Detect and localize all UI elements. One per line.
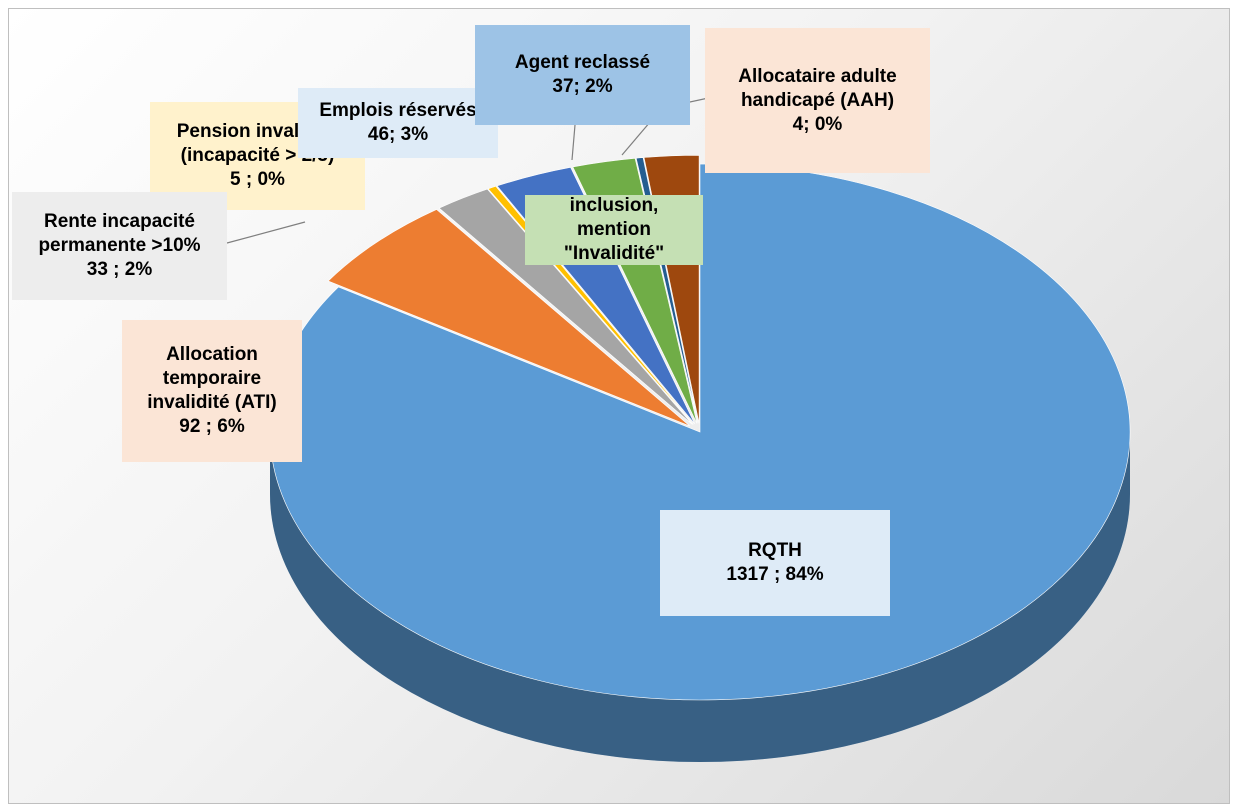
label-value: 46; 3%: [367, 124, 429, 145]
label-name: Agent reclassé: [514, 52, 651, 73]
label-name: RQTH: [748, 540, 802, 561]
slice-side: [270, 432, 1130, 762]
label-value: 4; 0%: [792, 113, 843, 135]
label-name: Allocataire adulte handicapé (AAH): [738, 65, 897, 111]
data-label: Emplois réservés 46; 3%: [298, 88, 498, 158]
slice: [269, 163, 1131, 701]
label-value: 33 ; 2%: [86, 259, 153, 280]
label-value: 37; 2%: [552, 76, 613, 97]
label-value: 1317 ; 84%: [726, 564, 824, 585]
label-name: Rente incapacité permanente >10%: [38, 211, 201, 256]
label-value: 5 ; 0%: [230, 169, 285, 190]
slice-side-shade: [270, 432, 1130, 762]
label-name: Allocation temporaire invalidité (ATI): [147, 344, 277, 413]
data-label: Carte mobilité inclusion, mention "Inval…: [525, 195, 703, 265]
label-value: 92 ; 6%: [179, 416, 245, 437]
leader-line: [226, 221, 306, 244]
leader-line: [571, 124, 576, 161]
label-name: Carte mobilité inclusion, mention "Inval…: [563, 195, 665, 264]
data-label: Allocation temporaire invalidité (ATI) 92…: [122, 320, 302, 462]
data-label: RQTH 1317 ; 84%: [660, 510, 890, 616]
data-label: Allocataire adulte handicapé (AAH) 4; 0%: [705, 28, 930, 173]
data-label: Agent reclassé 37; 2%: [475, 25, 690, 125]
label-name: Emplois réservés: [319, 100, 477, 121]
label-name: Pension invalidité (incapacité > 2/3): [176, 121, 339, 166]
slice: [438, 188, 693, 425]
data-label: Rente incapacité permanente >10% 33 ; 2%: [12, 192, 227, 300]
slice: [327, 209, 691, 427]
